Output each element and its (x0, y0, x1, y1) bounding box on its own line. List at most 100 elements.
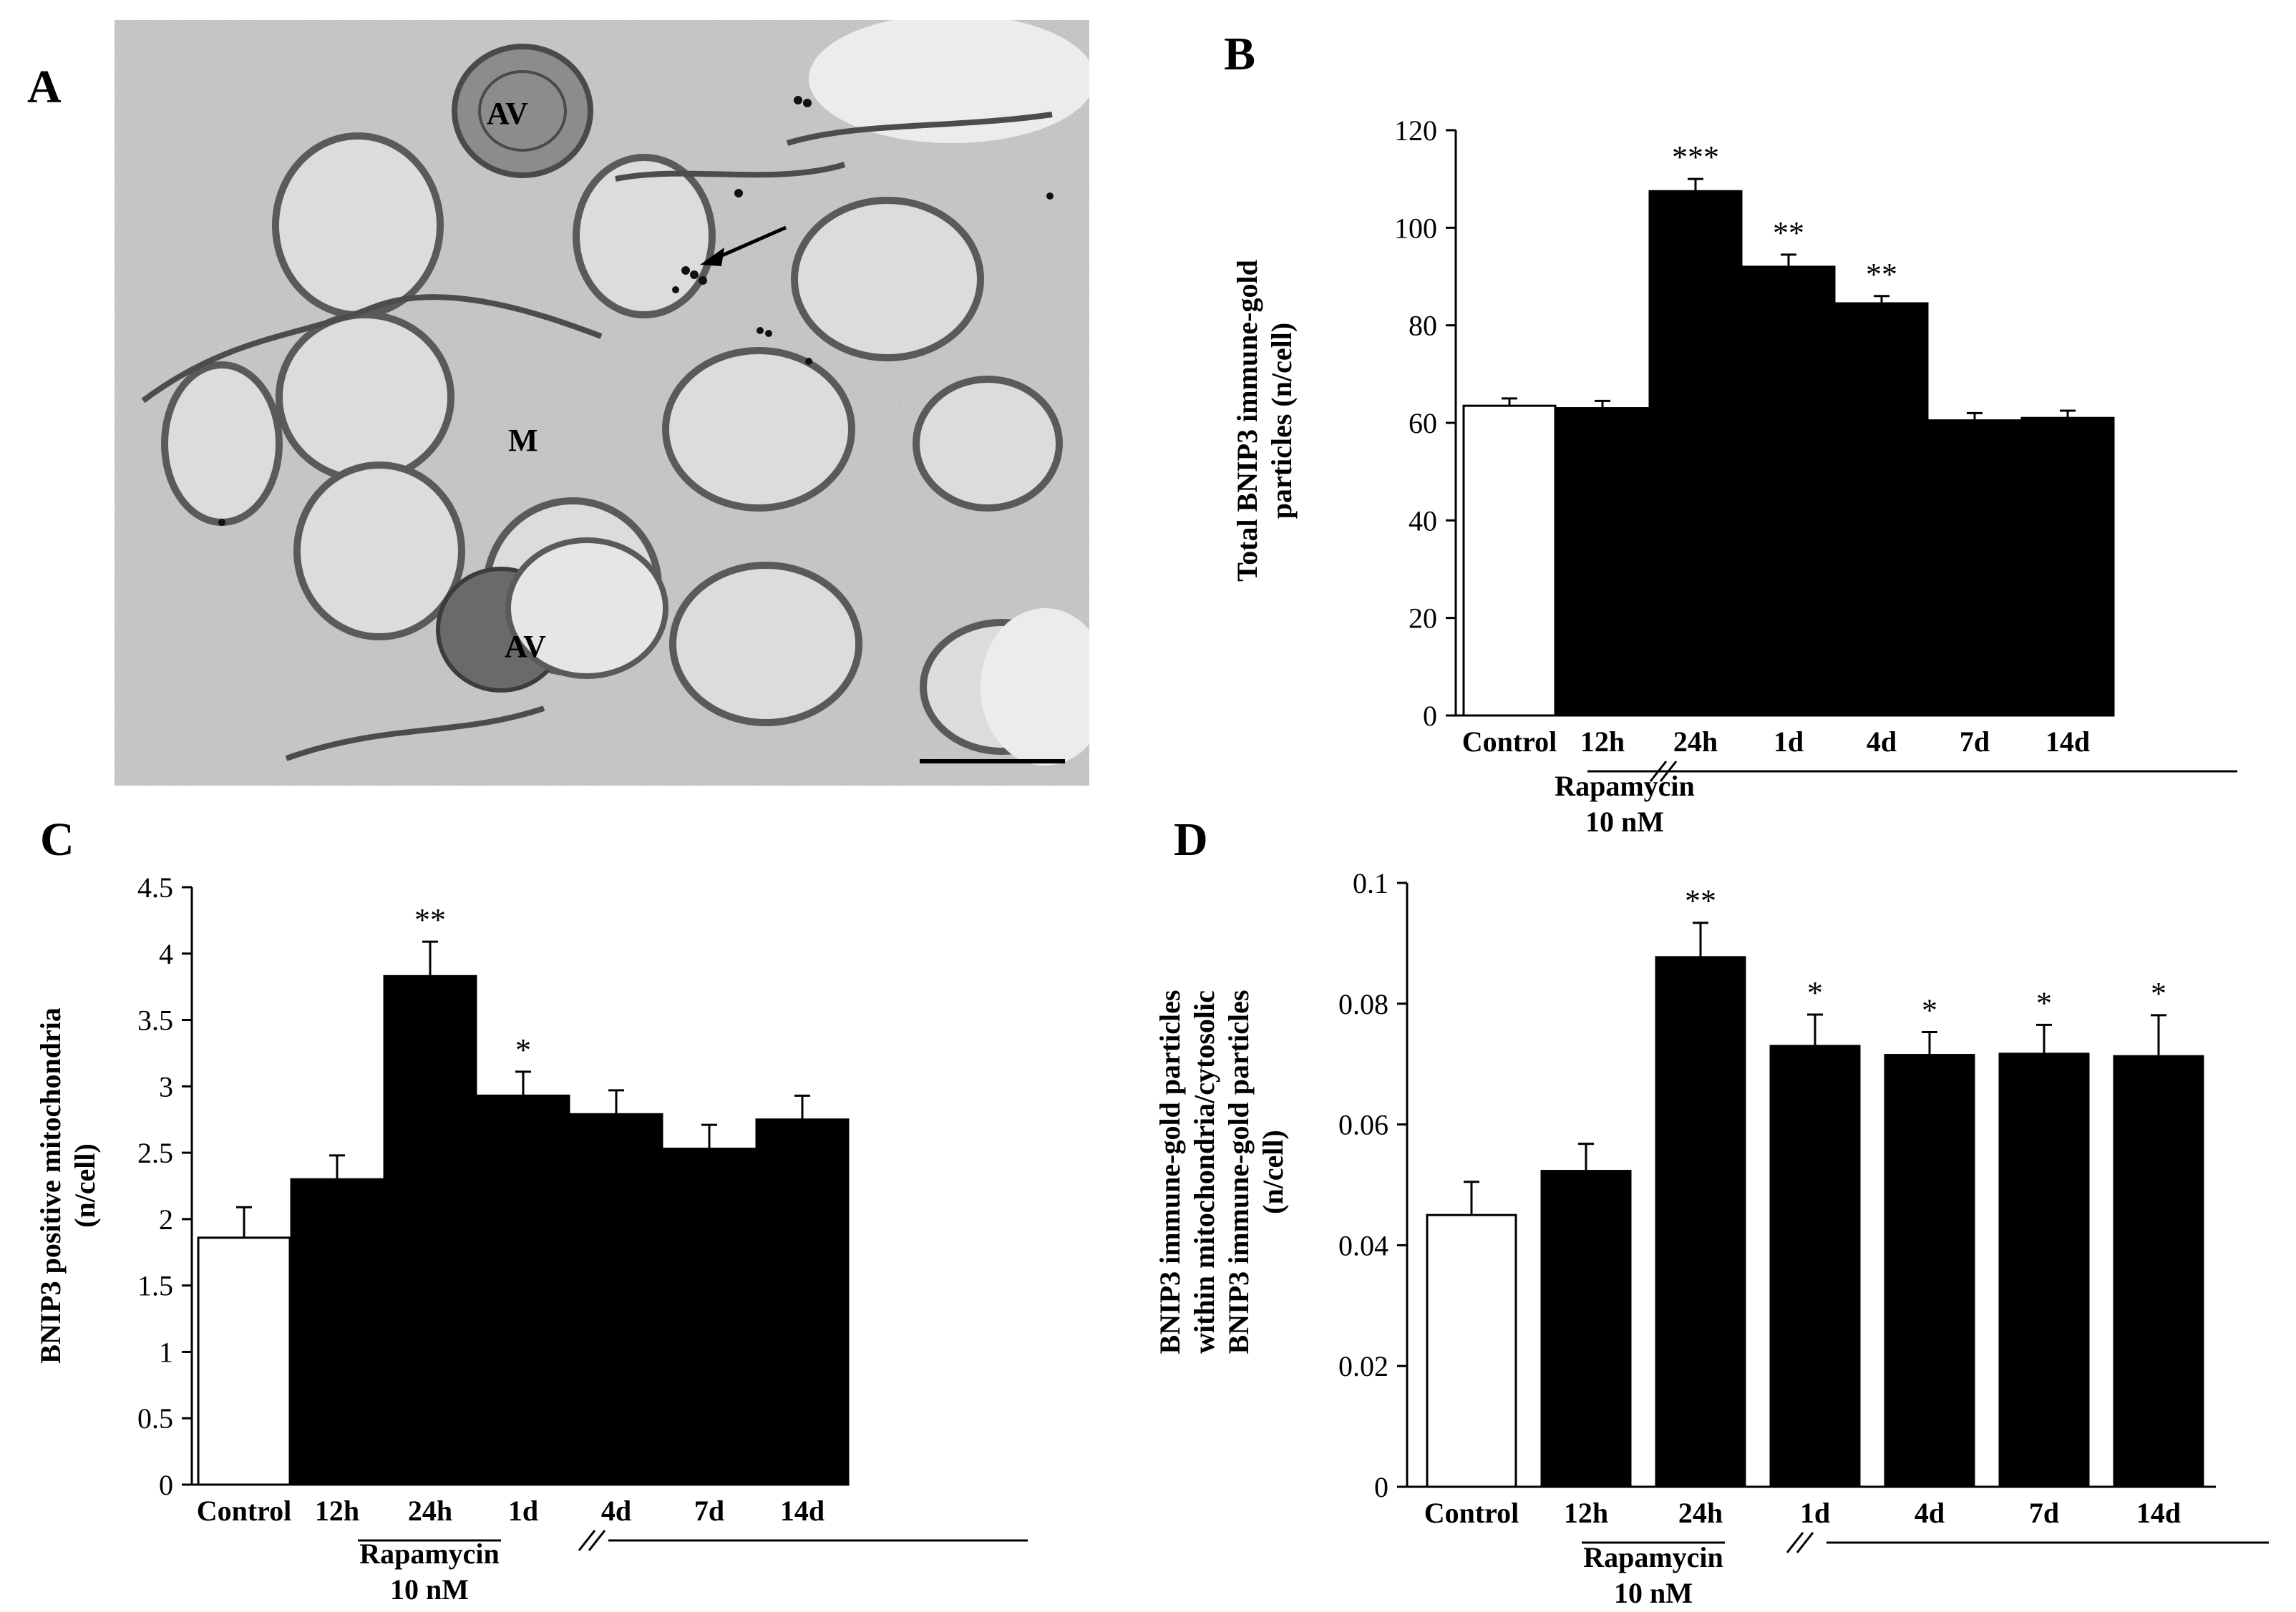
y-tick-label: 3.5 (137, 1005, 173, 1037)
axis-break-mark (1649, 761, 1668, 782)
significance-label: * (2151, 976, 2166, 1011)
bar-control (1426, 1213, 1517, 1488)
x-tick-label: 14d (2046, 726, 2090, 758)
panel-letter-d: D (1174, 814, 1208, 866)
x-tick-label: 7d (694, 1495, 724, 1527)
x-tick-label: 7d (1960, 726, 1990, 758)
bar-4d (1884, 1054, 1975, 1488)
x-tick-label: 12h (315, 1495, 359, 1527)
bar-7d (662, 1148, 757, 1486)
y-tick-label: 0.06 (1338, 1109, 1388, 1141)
bar-7d (1927, 419, 2022, 717)
axis-break-mark (1659, 761, 1678, 782)
y-tick-label: 40 (1409, 504, 1437, 537)
bar-12h (1555, 407, 1650, 717)
bar-12h (290, 1178, 384, 1486)
x-tick-label: 1d (1800, 1497, 1830, 1529)
x-tick-label: 1d (508, 1495, 538, 1527)
bar-control (197, 1236, 291, 1486)
y-axis-label: particles (n/cell) (1265, 323, 1298, 519)
y-tick-label: 0 (1374, 1471, 1388, 1503)
significance-label: ** (1866, 257, 1897, 292)
y-tick-label: 20 (1409, 602, 1437, 635)
x-tick-label: 24h (1673, 726, 1718, 758)
bar-1d (1741, 265, 1836, 717)
significance-label: ** (414, 902, 446, 937)
y-tick-label: 100 (1394, 212, 1437, 244)
y-tick-label: 0 (1423, 700, 1437, 732)
y-tick-label: 0.5 (137, 1402, 173, 1435)
y-axis-label: within mitochondria/cytosolic (1188, 990, 1220, 1354)
significance-label: * (2036, 985, 2052, 1020)
significance-label: * (1922, 992, 1937, 1027)
y-axis-label: Total BNIP3 immune-gold (1231, 260, 1263, 582)
panel-letter-a: A (27, 61, 62, 113)
y-tick-label: 1 (159, 1336, 173, 1368)
panel-a: A (27, 20, 1089, 786)
bar-control (1462, 404, 1557, 717)
significance-label: ** (1685, 884, 1716, 919)
group-label: Rapamycin (1555, 770, 1695, 802)
panel-c: C 0 0.5 1 1.5 2 2.5 3 3.5 4 4.5 Control 12h ** 24h * 1d… (34, 814, 1028, 1606)
x-tick-label: 12h (1564, 1497, 1608, 1529)
bar-14d (2020, 416, 2115, 717)
x-tick-label: 7d (2029, 1497, 2059, 1529)
group-label: 10 nM (1614, 1577, 1693, 1609)
x-tick-label: Control (1462, 726, 1557, 758)
y-tick-label: 0.08 (1338, 988, 1388, 1020)
y-axis-label: (n/cell) (69, 1143, 101, 1228)
x-tick-label: 4d (1867, 726, 1897, 758)
x-tick-label: 4d (601, 1495, 631, 1527)
y-tick-label: 0.1 (1353, 867, 1388, 899)
bar-7d (1998, 1052, 2090, 1488)
panel-b: B 0 20 40 60 80 100 120 Control 12h *** 24h ** 1d ** 4… (1224, 28, 2237, 838)
y-tick-label: 60 (1409, 407, 1437, 439)
y-axis-label: (n/cell) (1257, 1130, 1289, 1214)
bar-24h (383, 974, 477, 1486)
significance-label: * (515, 1032, 531, 1068)
panel-letter-c: C (40, 814, 74, 866)
group-label: 10 nM (1585, 806, 1664, 838)
y-tick-label: 0 (159, 1469, 173, 1501)
significance-label: *** (1672, 140, 1719, 175)
x-tick-label: Control (197, 1495, 292, 1527)
bar-24h (1655, 956, 1746, 1488)
bar-1d (1769, 1045, 1861, 1488)
em-label-av-top: AV (487, 96, 528, 131)
x-tick-label: 14d (780, 1495, 824, 1527)
x-tick-label: 4d (1915, 1497, 1945, 1529)
y-tick-label: 120 (1394, 114, 1437, 147)
x-tick-label: 24h (1678, 1497, 1723, 1529)
bar-24h (1648, 190, 1743, 717)
panel-letter-b: B (1224, 28, 1255, 80)
y-tick-label: 80 (1409, 310, 1437, 342)
significance-label: ** (1773, 215, 1804, 250)
em-label-av-bottom: AV (505, 629, 546, 664)
y-tick-label: 4 (159, 938, 173, 970)
group-label: 10 nM (390, 1573, 469, 1606)
y-tick-label: 0.02 (1338, 1350, 1388, 1382)
bar-14d (755, 1118, 850, 1486)
y-tick-label: 2 (159, 1203, 173, 1236)
y-tick-label: 1.5 (137, 1270, 173, 1302)
x-tick-label: 1d (1774, 726, 1804, 758)
axis-break-mark (578, 1530, 596, 1551)
y-tick-label: 2.5 (137, 1137, 173, 1169)
group-label: Rapamycin (1583, 1541, 1723, 1573)
group-label: Rapamycin (359, 1538, 500, 1570)
x-tick-label: 24h (408, 1495, 452, 1527)
bar-12h (1540, 1170, 1632, 1488)
axis-break-mark (588, 1530, 606, 1551)
bar-1d (476, 1094, 570, 1486)
em-label-m: M (508, 423, 538, 458)
significance-label: * (1807, 975, 1823, 1010)
electron-micrograph (115, 20, 1089, 786)
bar-4d (1834, 302, 1929, 717)
x-tick-label: 14d (2136, 1497, 2181, 1529)
axis-break-mark (1796, 1532, 1814, 1553)
y-axis-label: BNIP3 immune-gold particles (1154, 990, 1186, 1354)
x-tick-label: Control (1424, 1497, 1519, 1529)
y-axis-label: BNIP3 immune-gold particles (1222, 990, 1255, 1354)
